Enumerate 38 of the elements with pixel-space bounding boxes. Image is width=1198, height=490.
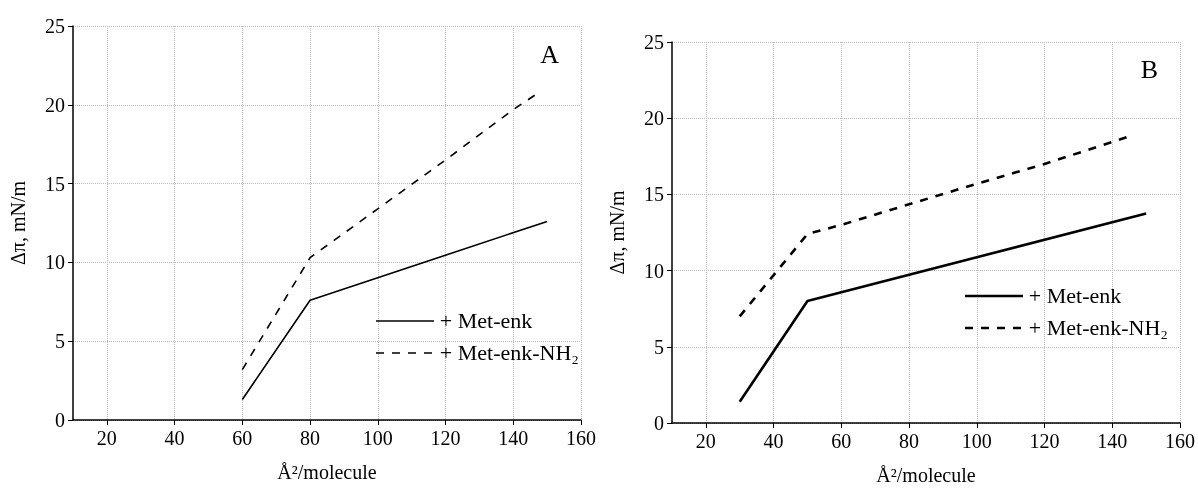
y-tick-label: 5: [654, 335, 664, 358]
y-tick-label: 15: [644, 183, 664, 206]
y-tick-label: 0: [55, 409, 65, 431]
x-tick-label: 60: [232, 427, 253, 449]
x-tick-label: 60: [831, 430, 852, 452]
x-tick-label: 20: [96, 427, 117, 449]
x-tick-label: 120: [430, 427, 461, 449]
x-tick-label: 40: [164, 427, 185, 449]
y-tick-label: 25: [644, 31, 664, 53]
y-tick-label: 0: [654, 412, 664, 434]
legend-label: + Met-enk-NH₂: [1028, 315, 1168, 341]
x-tick-label: 160: [1165, 430, 1195, 452]
legend-label: + Met-enk-NH₂: [439, 340, 579, 366]
annotation: B: [1140, 55, 1158, 85]
x-tick-label: 80: [300, 427, 321, 449]
y-tick-label: 5: [55, 330, 65, 353]
y-tick-label: 10: [644, 259, 664, 282]
y-tick-label: 25: [45, 15, 65, 37]
x-axis-title: Å²/molecule: [876, 464, 976, 486]
x-tick-label: 100: [961, 430, 992, 452]
x-tick-label: 160: [566, 427, 596, 449]
x-tick-label: 140: [498, 427, 529, 449]
y-tick-label: 15: [45, 172, 65, 195]
x-axis-title: Å²/molecule: [277, 461, 377, 483]
y-axis-title: Δπ, mN/m: [606, 190, 628, 275]
x-tick-label: 100: [362, 427, 393, 449]
x-tick-label: 80: [899, 430, 920, 452]
legend-label: + Met-enk: [439, 308, 533, 334]
y-axis-title: Δπ, mN/m: [7, 180, 29, 266]
y-tick-label: 20: [644, 107, 664, 130]
y-tick-label: 20: [45, 93, 65, 116]
annotation: A: [540, 40, 559, 70]
y-tick-label: 10: [45, 251, 65, 274]
x-tick-label: 40: [763, 430, 784, 452]
x-tick-label: 140: [1097, 430, 1128, 452]
x-tick-label: 20: [695, 430, 716, 452]
x-tick-label: 120: [1029, 430, 1060, 452]
legend-label: + Met-enk: [1028, 283, 1122, 309]
